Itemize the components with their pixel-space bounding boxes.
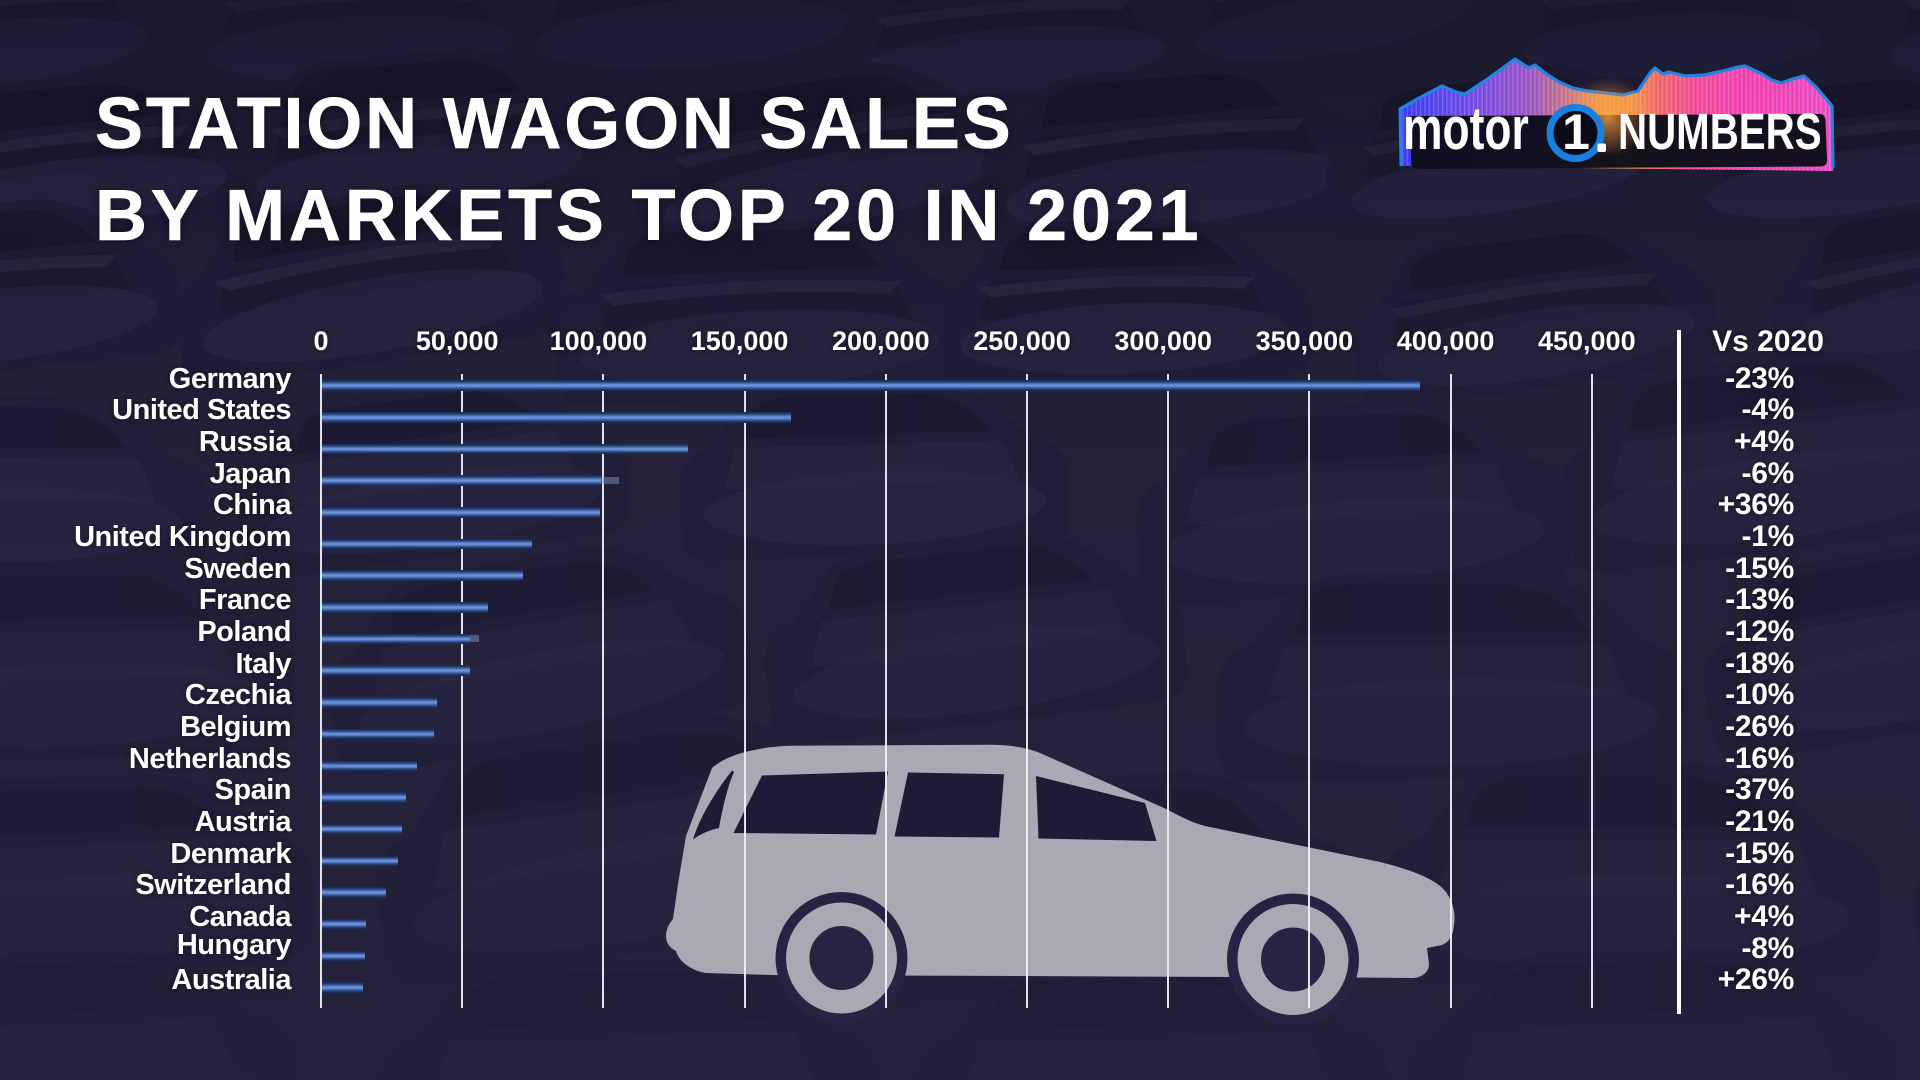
svg-text:NUMBERS: NUMBERS <box>1618 102 1822 160</box>
svg-text:1: 1 <box>1562 104 1590 160</box>
svg-text:motor: motor <box>1403 96 1529 163</box>
